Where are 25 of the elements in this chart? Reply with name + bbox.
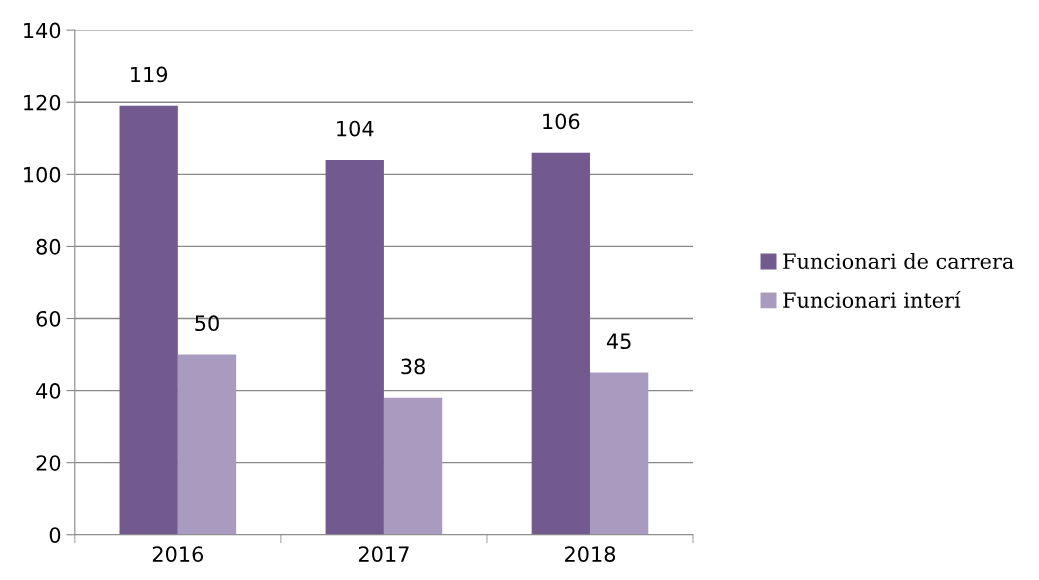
- data-label: 45: [606, 333, 631, 350]
- y-tick-label: 0: [49, 527, 61, 543]
- x-tick-label: 2016: [152, 546, 204, 562]
- y-tick-label: 140: [24, 22, 61, 39]
- data-label: 104: [337, 120, 374, 137]
- bar: [177, 354, 237, 535]
- x-tick-label: 2018: [565, 546, 616, 562]
- y-tick-label: 20: [36, 455, 61, 471]
- y-tick-label: 100: [24, 166, 61, 183]
- bar: [119, 105, 178, 535]
- bar: [589, 372, 649, 535]
- y-tick-label: 40: [36, 383, 61, 399]
- data-label: 38: [401, 358, 425, 375]
- x-tick-label: 2017: [358, 546, 409, 562]
- data-label: 50: [195, 315, 219, 332]
- bar: [531, 152, 590, 535]
- legend-label: Funcionari de carrera: [783, 252, 1014, 270]
- legend-label: Funcionari interí: [783, 291, 961, 308]
- data-label: 119: [131, 66, 168, 83]
- data-label: 106: [543, 113, 580, 130]
- bar: [383, 397, 443, 535]
- y-tick-label: 120: [24, 94, 61, 111]
- y-tick-label: 60: [36, 310, 61, 327]
- bar: [325, 159, 384, 535]
- y-tick-label: 80: [36, 238, 61, 255]
